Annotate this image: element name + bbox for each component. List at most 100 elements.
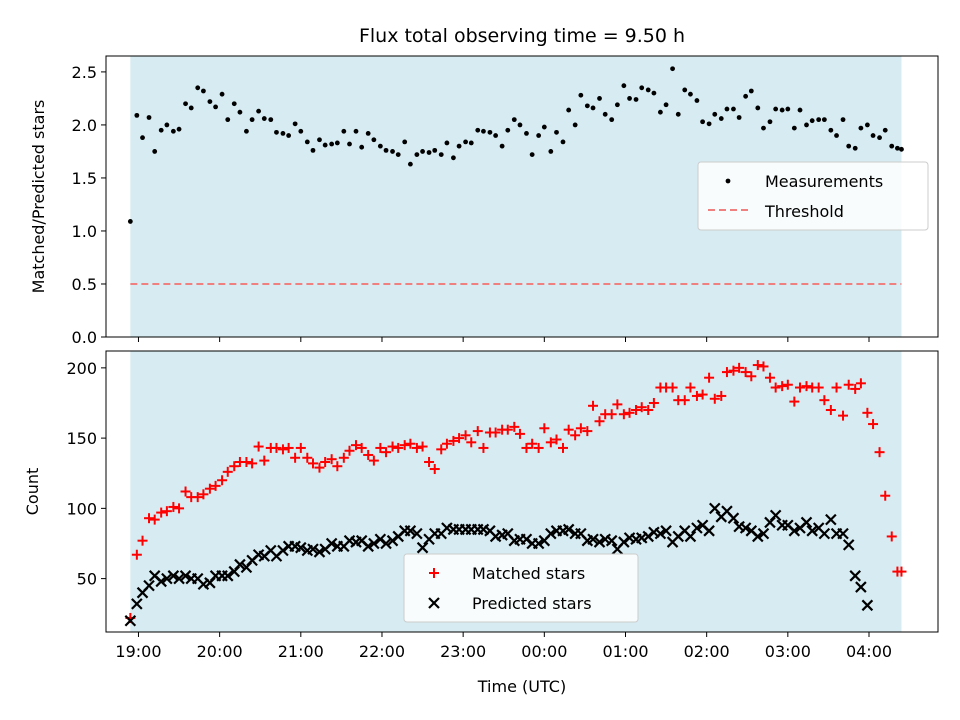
matched-star-point [411,442,422,453]
predicted-star-point [709,502,721,515]
matched-star-point [734,362,745,373]
measurement-point [785,106,791,112]
x-axis-label: Time (UTC) [477,677,566,696]
predicted-star-point [131,598,143,610]
matched-star-point [557,442,568,453]
predicted-star-point [825,513,837,526]
predicted-star-point [416,541,429,554]
predicted-star-point [837,527,849,540]
matched-star-point [545,437,556,448]
matched-star-point [478,442,489,453]
measurement-point [140,135,145,141]
predicted-star-point [179,570,192,582]
matched-star-point [886,531,897,542]
measurement-point [195,85,201,91]
legend-box [403,553,639,623]
measurement-point [249,117,255,123]
matched-star-point [192,492,203,503]
predicted-star-point [545,527,557,540]
matched-star-point [247,458,258,469]
measurement-point [463,139,468,145]
measurement-point [322,142,328,148]
matched-star-point [137,535,148,546]
matched-star-point [399,440,410,451]
measurement-point [201,88,206,94]
matched-star-point [691,390,702,401]
matched-star-point [777,381,788,392]
matched-star-point [405,438,416,449]
predicted-star-point [806,525,818,537]
measurement-point [158,127,164,133]
matched-star-point [217,475,228,486]
matched-star-point [259,455,270,466]
matched-star-point [429,464,440,475]
predicted-star-point [654,527,667,540]
measurement-point [657,109,663,115]
matched-star-point [697,389,708,400]
measurement-point [816,117,822,123]
measurement-point [426,150,432,155]
predicted-star-point [155,575,167,588]
measurement-point [609,117,615,123]
measurement-point [511,117,517,123]
matched-star-point [307,458,318,469]
matched-star-point [636,402,647,413]
measurement-point [899,146,904,152]
measurement-point [304,139,310,145]
measurement-point [395,152,401,158]
matched-star-point [752,360,763,371]
matched-star-point [758,361,769,372]
predicted-star-point [752,530,764,543]
measurement-point [237,109,243,115]
matched-star-point [344,445,355,456]
measurement-point [821,117,827,123]
legend-measurement-marker [725,178,731,184]
predicted-star-point [362,540,374,553]
measurement-point [529,152,535,158]
matched-star-point [643,405,654,416]
measurement-point [597,96,602,101]
matched-star-point [168,501,179,512]
measurement-point [584,103,590,109]
matched-star-point [624,407,635,418]
measurement-point [834,133,839,138]
predicted-star-point [532,537,545,550]
predicted-star-point [593,536,606,548]
legend: Matched stars Predicted stars [403,553,639,623]
matched-star-point [631,405,642,416]
measurement-point [682,87,688,93]
measurement-point [651,90,657,96]
measurement-point [268,117,274,123]
legend-box [697,161,929,231]
axes-frame [105,350,939,633]
measurement-point [274,129,279,135]
matched-star-point [381,447,392,458]
matched-star-point [198,489,209,500]
predicted-star-point [849,570,861,582]
measurement-point [207,99,213,104]
matched-star-point [539,423,550,434]
matched-star-point [253,441,264,452]
matched-star-point [789,396,800,407]
measurement-point [407,161,413,167]
predicted-star-point [660,525,672,537]
measurement-point [329,141,335,147]
y-tick-label: 0.0 [72,328,97,347]
measurement-point [870,133,876,138]
measurement-point [499,143,505,149]
matched-star-point [241,456,252,467]
matched-star-point [490,427,501,438]
matched-star-point [825,405,836,416]
measurement-point [164,122,170,128]
y-tick-label: 1.5 [72,169,97,188]
matched-star-point [521,442,532,453]
matched-star-point [156,507,167,518]
matched-star-point [144,513,155,524]
ratio-panel: 0.0 0.5 1.0 1.5 2.0 2.5 Matched/Predicted star… [29,55,939,347]
matched-star-point [131,549,142,560]
matched-star-point [472,426,483,437]
measurement-point [359,144,365,150]
measurement-point [152,149,158,154]
matched-star-point [896,566,907,577]
matched-star-point [838,410,849,421]
